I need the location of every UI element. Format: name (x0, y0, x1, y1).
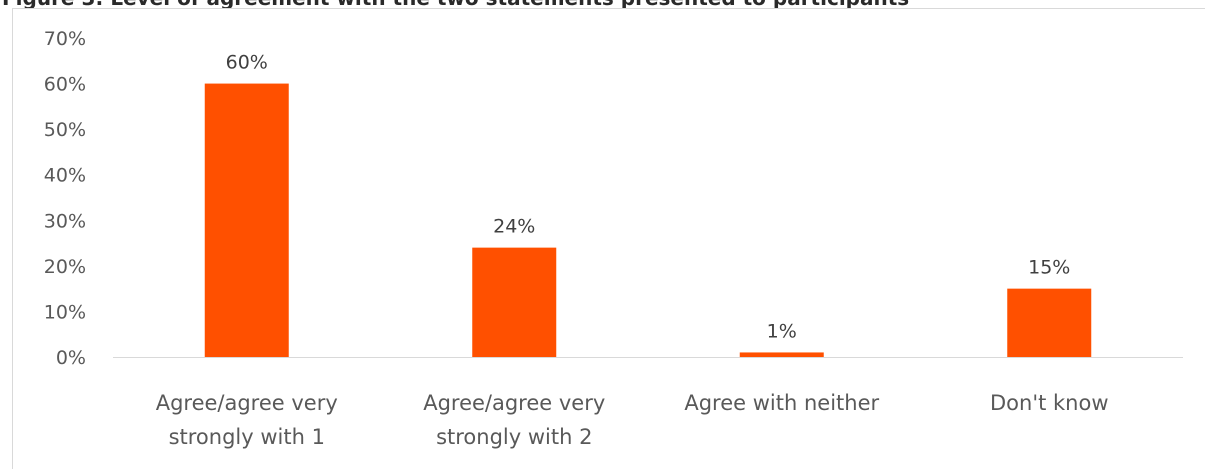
x-category-label-line: Agree/agree very (423, 391, 605, 415)
x-category-label-line: Agree with neither (684, 391, 879, 415)
chart-frame (12, 8, 1205, 469)
x-category-label: Agree with neither (684, 391, 879, 415)
bar (739, 352, 824, 357)
data-labels: 60% 24% 1% 15% (226, 52, 1071, 343)
x-category-label: Agree/agree very strongly with 1 (156, 391, 338, 449)
y-tick-label: 60% (44, 74, 86, 96)
x-category-label: Agree/agree very strongly with 2 (423, 391, 605, 449)
x-category-label-line: strongly with 1 (169, 425, 325, 449)
x-category-label-line: Don't know (990, 391, 1109, 415)
y-tick-label: 20% (44, 256, 86, 278)
bar (472, 247, 557, 357)
y-tick-label: 0% (56, 347, 86, 369)
y-tick-label: 40% (44, 165, 86, 187)
data-label: 15% (1028, 257, 1070, 279)
x-category-label: Don't know (990, 391, 1109, 415)
data-label: 60% (226, 52, 268, 74)
bar (204, 83, 289, 358)
figure-caption-text: Figure 3: Level of agreement with the tw… (2, 0, 909, 8)
x-category-label-line: Agree/agree very (156, 391, 338, 415)
y-axis-ticks: 0% 10% 20% 30% 40% 50% 60% 70% (44, 28, 86, 369)
figure-caption-cropped: Figure 3: Level of agreement with the tw… (0, 0, 1206, 8)
data-label: 24% (493, 216, 535, 238)
data-label: 1% (767, 320, 797, 342)
y-tick-label: 30% (44, 210, 86, 232)
y-tick-label: 50% (44, 119, 86, 141)
bar (1007, 288, 1092, 357)
bars (204, 83, 1092, 358)
x-category-label-line: strongly with 2 (436, 425, 592, 449)
y-tick-label: 10% (44, 301, 86, 323)
y-tick-label: 70% (44, 28, 86, 50)
x-axis-categories: Agree/agree very strongly with 1Agree/agr… (156, 391, 1109, 449)
